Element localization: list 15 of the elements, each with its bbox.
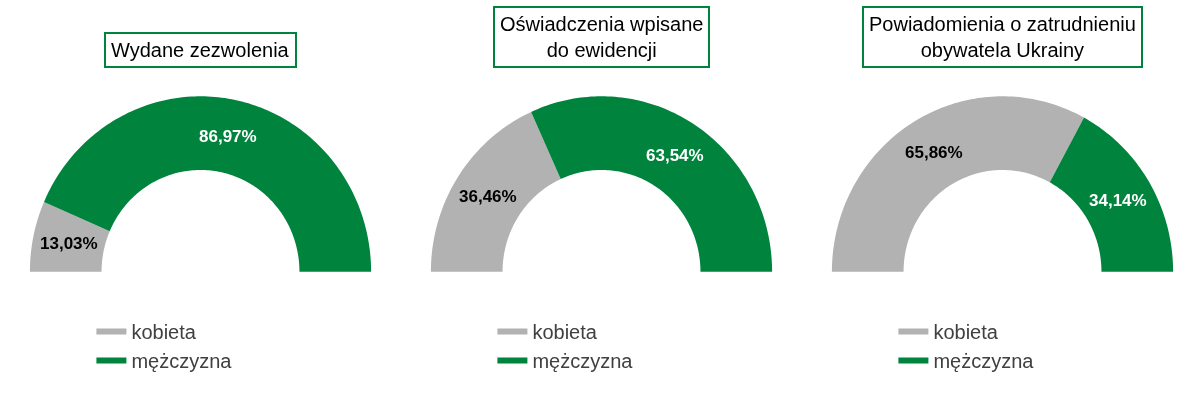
legend-label: kobieta [532, 321, 598, 344]
legend-label: kobieta [933, 321, 999, 344]
data-label: 86,97% [199, 127, 257, 146]
chart-title: Wydane zezwolenia [111, 39, 290, 61]
legend-label: mężczyzna [131, 350, 233, 373]
data-label: 34,14% [1089, 191, 1147, 210]
legend-label: mężczyzna [933, 350, 1035, 373]
data-label: 65,86% [905, 143, 963, 162]
chart-title: Powiadomienia o zatrudnieniu obywatela Ukrainy [869, 13, 1136, 61]
legend-label: mężczyzna [532, 350, 634, 373]
data-label: 13,03% [40, 234, 98, 253]
legend-label: kobieta [131, 321, 197, 344]
data-label: 36,46% [459, 187, 517, 206]
data-label: 63,54% [646, 146, 704, 165]
chart-title: Oświadczenia wpisane do ewidencji [500, 13, 704, 61]
